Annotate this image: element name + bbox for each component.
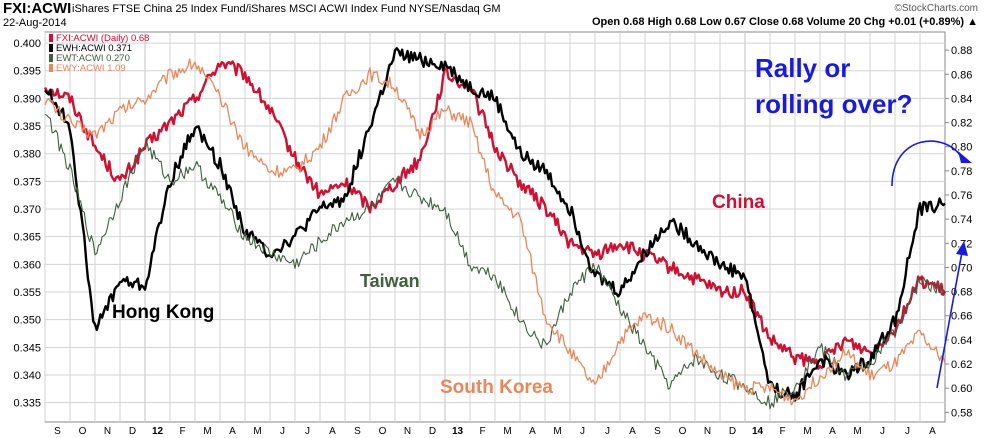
- right-tick-label: 0.86: [951, 69, 972, 81]
- chart-description: iShares FTSE China 25 Index Fund/iShares…: [72, 3, 501, 15]
- x-tick-label: 14: [752, 426, 764, 437]
- left-tick-label: 0.390: [13, 93, 41, 105]
- x-tick-label: M: [803, 426, 811, 437]
- legend-swatch: [49, 64, 53, 72]
- left-tick-label: 0.375: [13, 176, 41, 188]
- chart-date: 22-Aug-2014: [3, 17, 67, 29]
- right-tick-label: 0.88: [951, 45, 972, 57]
- x-tick-label: O: [679, 426, 687, 437]
- watermark: ©StockCharts.com: [894, 3, 978, 14]
- left-tick-label: 0.345: [13, 342, 41, 354]
- left-tick-label: 0.360: [13, 259, 41, 271]
- x-tick-label: A: [529, 426, 536, 437]
- x-tick-label: N: [404, 426, 411, 437]
- left-tick-label: 0.385: [13, 121, 41, 133]
- quote-summary: Open 0.68 High 0.68 Low 0.67 Close 0.68 …: [591, 16, 978, 28]
- x-tick-label: M: [503, 426, 511, 437]
- x-tick-label: A: [929, 426, 936, 437]
- x-tick-label: F: [779, 426, 785, 437]
- x-tick-label: 13: [452, 426, 464, 437]
- x-tick-label: J: [905, 426, 910, 437]
- x-tick-label: S: [354, 426, 361, 437]
- legend-swatch: [49, 54, 53, 62]
- x-tick-label: F: [179, 426, 185, 437]
- right-tick-label: 0.80: [951, 142, 972, 154]
- left-tick-label: 0.395: [13, 66, 41, 78]
- annotation-label: rolling over?: [755, 89, 912, 119]
- right-tick-label: 0.64: [951, 335, 972, 347]
- series-line-ewy: [44, 58, 946, 406]
- series-line-ewt: [44, 113, 946, 410]
- x-tick-label: J: [280, 426, 285, 437]
- legend-swatch: [49, 44, 53, 52]
- symbol-title: FXI:ACWI: [3, 0, 72, 17]
- left-tick-label: 0.365: [13, 232, 41, 244]
- x-tick-label: O: [379, 426, 387, 437]
- right-tick-label: 0.58: [951, 407, 972, 419]
- left-tick-label: 0.355: [13, 287, 41, 299]
- right-tick-label: 0.78: [951, 166, 972, 178]
- x-tick-label: O: [79, 426, 87, 437]
- series-line-ewh: [44, 47, 946, 402]
- x-tick-label: D: [129, 426, 136, 437]
- left-tick-label: 0.340: [13, 370, 41, 382]
- right-tick-label: 0.60: [951, 383, 972, 395]
- x-tick-label: A: [229, 426, 236, 437]
- x-tick-label: J: [880, 426, 885, 437]
- right-tick-label: 0.84: [951, 93, 972, 105]
- annotation-label: Taiwan: [360, 271, 420, 291]
- x-tick-label: S: [654, 426, 661, 437]
- arrow-straight: [936, 251, 963, 389]
- x-tick-label: 12: [152, 426, 164, 437]
- legend-label-ewt: EWT:ACWI 0.270: [56, 53, 130, 64]
- x-tick-label: S: [54, 426, 61, 437]
- left-tick-label: 0.380: [13, 149, 41, 161]
- right-tick-label: 0.70: [951, 262, 972, 274]
- x-tick-label: A: [829, 426, 836, 437]
- right-tick-label: 0.72: [951, 238, 972, 250]
- x-tick-label: D: [429, 426, 436, 437]
- x-tick-label: F: [479, 426, 485, 437]
- right-tick-label: 0.76: [951, 190, 972, 202]
- arrowhead-icon: [956, 241, 968, 256]
- left-tick-label: 0.400: [13, 38, 41, 50]
- right-tick-label: 0.62: [951, 359, 972, 371]
- legend-label-fxi: FXI:ACWI (Daily) 0.68: [56, 33, 149, 44]
- x-tick-label: M: [203, 426, 211, 437]
- x-tick-label: D: [729, 426, 736, 437]
- right-tick-label: 0.68: [951, 287, 972, 299]
- legend-label-ewh: EWH:ACWI 0.371: [56, 43, 132, 54]
- x-tick-label: M: [553, 426, 561, 437]
- right-tick-label: 0.74: [951, 214, 972, 226]
- annotation-label: China: [712, 192, 765, 213]
- legend-label-ewy: EWY:ACWI 1.09: [56, 63, 126, 74]
- x-tick-label: M: [853, 426, 861, 437]
- x-tick-label: N: [104, 426, 111, 437]
- right-tick-label: 0.82: [951, 118, 972, 130]
- right-tick-label: 0.66: [951, 311, 972, 323]
- left-tick-label: 0.370: [13, 204, 41, 216]
- legend-swatch: [49, 34, 53, 42]
- arrowhead-icon: [958, 151, 972, 163]
- left-tick-label: 0.350: [13, 315, 41, 327]
- x-tick-label: M: [253, 426, 261, 437]
- annotation-label: Rally or: [755, 53, 850, 83]
- series-line-fxi: [43, 60, 947, 370]
- x-tick-label: A: [329, 426, 336, 437]
- left-tick-label: 0.335: [13, 398, 41, 410]
- x-tick-label: A: [629, 426, 636, 437]
- annotation-label: Hong Kong: [112, 302, 214, 323]
- x-tick-label: J: [305, 426, 310, 437]
- annotation-label: South Korea: [440, 377, 553, 398]
- x-tick-label: J: [605, 426, 610, 437]
- x-tick-label: N: [704, 426, 711, 437]
- arrow-curve: [891, 140, 963, 187]
- x-tick-label: J: [580, 426, 585, 437]
